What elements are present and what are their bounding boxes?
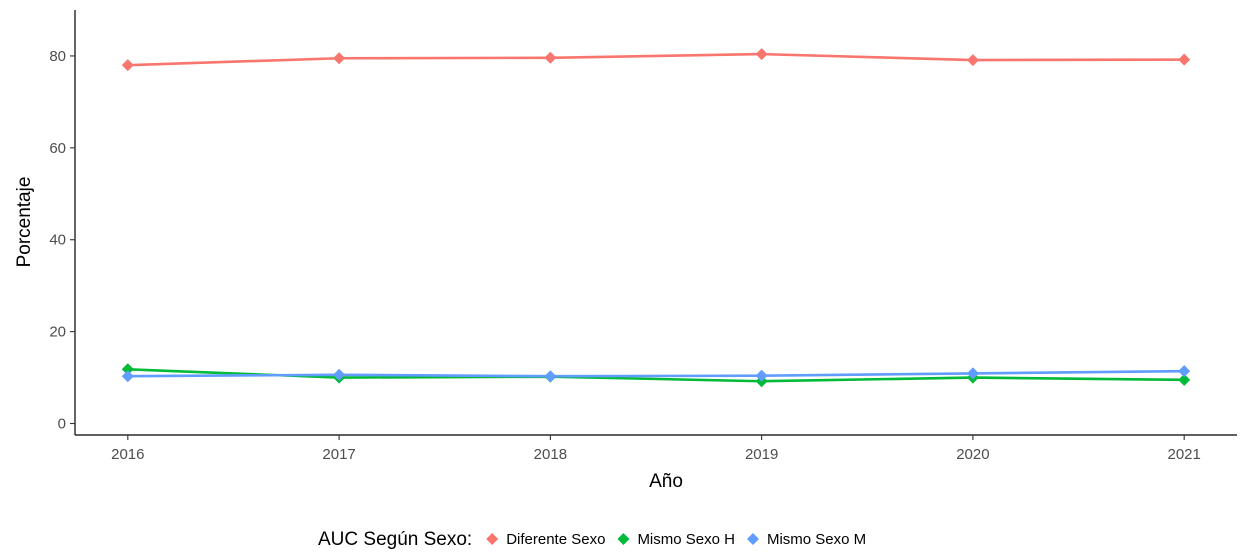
y-tick-label: 40 (49, 232, 66, 249)
data-point-mismo-sexo-m (755, 369, 768, 382)
data-point-mismo-sexo-m (1178, 365, 1191, 378)
x-axis-title: Año (649, 471, 683, 492)
x-tick-label: 2016 (111, 446, 144, 463)
series-points (121, 48, 1191, 388)
legend: AUC Según Sexo: Diferente Sexo Mismo Sexo… (318, 529, 866, 550)
data-point-diferente-sexo (966, 54, 979, 67)
data-point-mismo-sexo-h (121, 363, 134, 376)
x-tick-label: 2020 (956, 446, 989, 463)
data-point-diferente-sexo (755, 48, 768, 61)
x-tick-label: 2021 (1167, 446, 1200, 463)
legend-title: AUC Según Sexo: (318, 529, 472, 550)
data-point-diferente-sexo (544, 51, 557, 64)
data-point-mismo-sexo-h (1178, 373, 1191, 386)
y-tick-label: 60 (49, 140, 66, 157)
legend-label-mismo-sexo-m: Mismo Sexo M (767, 531, 866, 548)
data-point-mismo-sexo-m (121, 370, 134, 383)
x-tick-label: 2019 (745, 446, 778, 463)
data-point-diferente-sexo (333, 52, 346, 65)
y-axis-title: Porcentaje (14, 177, 35, 268)
y-tick-label: 20 (49, 324, 66, 341)
series-line-diferente-sexo (127, 52, 1185, 67)
data-point-mismo-sexo-m (333, 368, 346, 381)
data-point-diferente-sexo (121, 59, 134, 72)
legend-key-mismo-sexo-h (617, 533, 630, 545)
y-axis-ticks: 0 20 40 60 80 (49, 48, 75, 433)
legend-key-diferente-sexo (486, 533, 499, 545)
legend-label-diferente-sexo: Diferente Sexo (506, 531, 605, 548)
y-tick-label: 0 (58, 416, 66, 433)
x-tick-label: 2017 (322, 446, 355, 463)
x-axis-ticks: 2016 2017 2018 2019 2020 2021 (111, 435, 1201, 463)
series-lines (127, 52, 1185, 383)
y-tick-label: 80 (49, 48, 66, 65)
x-tick-label: 2018 (534, 446, 567, 463)
plot-panel (75, 10, 1237, 435)
series-line-mismo-sexo-m (127, 369, 1185, 378)
legend-label-mismo-sexo-h: Mismo Sexo H (637, 531, 735, 548)
legend-key-mismo-sexo-m (746, 533, 759, 545)
data-point-diferente-sexo (1178, 53, 1191, 66)
data-point-mismo-sexo-m (966, 367, 979, 380)
data-point-mismo-sexo-m (544, 370, 557, 383)
